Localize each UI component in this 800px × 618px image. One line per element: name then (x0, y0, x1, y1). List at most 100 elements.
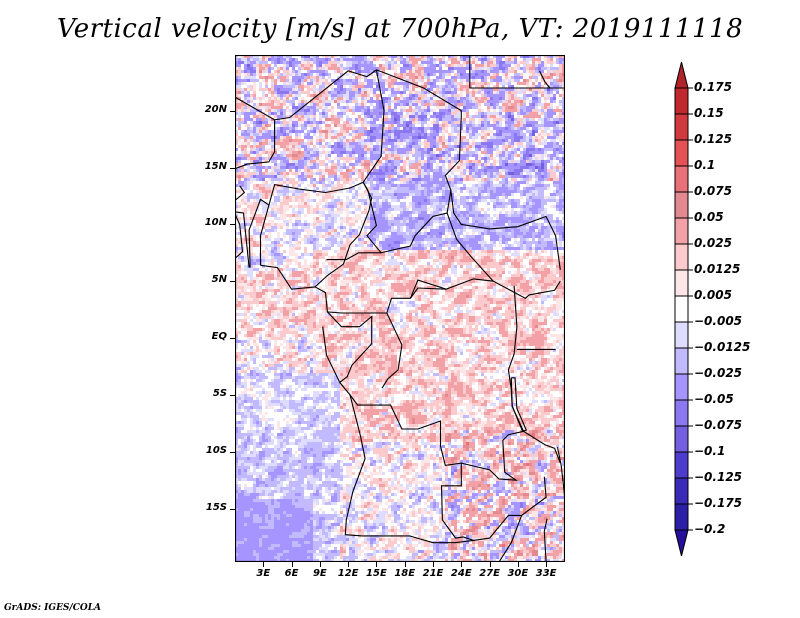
y-tick-label: 10S (205, 444, 227, 456)
x-tick-label: 18E (394, 568, 416, 579)
colorbar-label: −0.0125 (694, 340, 751, 354)
colorbar-swatch (674, 243, 689, 271)
x-tick-label: 12E (337, 568, 359, 579)
grads-credit: GrADS: IGES/COLA (4, 603, 102, 613)
colorbar-swatch (674, 191, 689, 219)
colorbar-label: −0.005 (694, 314, 743, 328)
x-tick-mark (546, 562, 547, 567)
x-tick-mark (518, 562, 519, 567)
country-border (450, 190, 561, 270)
colorbar-label: 0.0125 (694, 262, 741, 276)
x-tick-mark (433, 562, 434, 567)
map-panel (235, 55, 565, 562)
y-tick-mark (230, 509, 235, 510)
colorbar-label: 0.005 (694, 288, 732, 302)
country-border (381, 312, 403, 389)
colorbar-swatch (674, 451, 689, 479)
country-border (322, 326, 474, 541)
colorbar-label: 0.1 (694, 158, 716, 172)
colorbar-swatch (674, 217, 689, 245)
x-tick-label: 30E (507, 568, 529, 579)
colorbar-label: 0.175 (694, 80, 732, 94)
y-tick-mark (230, 395, 235, 396)
country-border (268, 181, 364, 206)
y-tick-mark (230, 224, 235, 225)
country-border (409, 287, 447, 299)
x-tick-label: 3E (256, 568, 271, 579)
country-border (362, 69, 462, 254)
country-border (326, 252, 382, 261)
colorbar-label: 0.025 (694, 236, 732, 250)
y-tick-label: 20N (204, 103, 227, 115)
country-border (539, 70, 551, 89)
chart-title: Vertical velocity [m/s] at 700hPa, VT: 2… (56, 14, 744, 44)
country-border (556, 447, 565, 501)
y-tick-mark (230, 281, 235, 282)
country-border (260, 264, 561, 314)
colorbar-label: −0.1 (694, 444, 726, 458)
colorbar-label: 0.15 (694, 106, 724, 120)
x-tick-label: 6E (284, 568, 299, 579)
colorbar-label: −0.125 (694, 470, 743, 484)
y-tick-label: 5S (212, 387, 227, 399)
country-border (344, 394, 547, 544)
colorbar-swatch (674, 399, 689, 427)
colorbar-swatch (674, 165, 689, 193)
colorbar-label: −0.05 (694, 392, 734, 406)
colorbar-label: −0.175 (694, 496, 743, 510)
country-border (235, 211, 250, 268)
country-border (523, 430, 561, 464)
colorbar-swatch (674, 503, 689, 531)
colorbar-swatch (674, 373, 689, 401)
colorbar-swatch (674, 295, 689, 323)
map-overlay (235, 55, 565, 562)
country-borders (235, 55, 565, 562)
colorbar-swatch (674, 321, 689, 349)
country-border (314, 182, 373, 288)
y-tick-label: 15N (204, 160, 227, 172)
colorbar-label: 0.075 (694, 184, 732, 198)
colorbar-bottom-extend-triangle (674, 529, 689, 557)
x-tick-mark (490, 562, 491, 567)
colorbar-swatch (674, 139, 689, 167)
y-tick-label: 15S (205, 501, 227, 513)
vertical-velocity-field (235, 55, 565, 562)
x-tick-label: 21E (422, 568, 444, 579)
y-tick-label: 10N (204, 217, 227, 229)
colorbar-swatch (674, 269, 689, 297)
colorbar-label: −0.025 (694, 366, 743, 380)
colorbar-top-extend-triangle (674, 61, 689, 89)
country-border (543, 518, 548, 562)
colorbar-swatch (674, 87, 689, 115)
y-tick-mark (230, 338, 235, 339)
x-tick-label: 9E (312, 568, 327, 579)
x-tick-mark (405, 562, 406, 567)
colorbar-label: 0.125 (694, 132, 732, 146)
colorbar-label: −0.2 (694, 522, 726, 536)
country-border (235, 69, 377, 121)
country-border (461, 285, 525, 481)
colorbar-label: 0.05 (694, 210, 724, 224)
country-border (446, 212, 494, 282)
y-tick-mark (230, 168, 235, 169)
colorbar-swatch (674, 477, 689, 505)
country-border (235, 119, 276, 170)
x-tick-mark (320, 562, 321, 567)
y-tick-label: 5N (211, 274, 227, 286)
x-tick-mark (376, 562, 377, 567)
x-tick-label: 27E (479, 568, 500, 579)
x-tick-mark (292, 562, 293, 567)
country-border (235, 213, 244, 259)
map-frame (235, 55, 565, 562)
country-border (510, 377, 528, 432)
colorbar-label: −0.075 (694, 418, 743, 432)
colorbar-swatch (674, 347, 689, 375)
colorbar-swatch (674, 425, 689, 453)
x-tick-mark (348, 562, 349, 567)
country-border (469, 55, 565, 89)
x-tick-label: 33E (535, 568, 557, 579)
y-tick-label: EQ (211, 331, 227, 343)
country-border (248, 198, 270, 268)
y-tick-mark (230, 452, 235, 453)
country-border (498, 515, 523, 562)
